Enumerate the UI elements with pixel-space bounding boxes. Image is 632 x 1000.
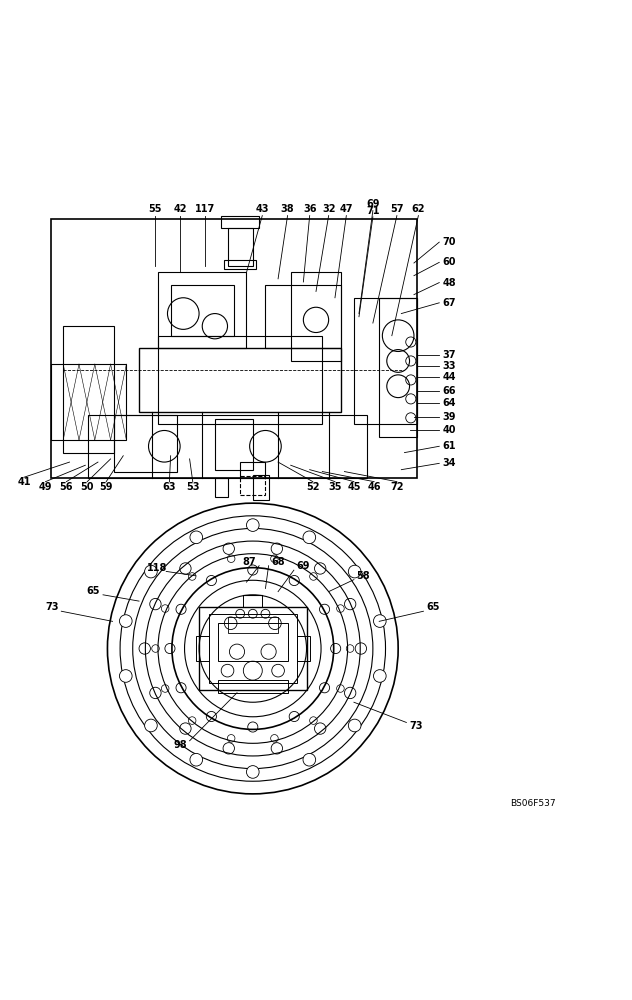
Circle shape [119,670,132,682]
Circle shape [145,719,157,732]
Text: 71: 71 [366,206,380,216]
Text: 48: 48 [442,278,456,288]
Bar [224,260,256,269]
Circle shape [374,615,386,627]
Circle shape [303,753,315,766]
Text: 57: 57 [390,204,404,214]
Bar [196,636,209,661]
Text: 33: 33 [442,361,456,371]
Bar [158,272,246,348]
Bar [171,285,234,336]
Bar [209,614,297,683]
Text: 38: 38 [281,204,295,214]
Text: 98: 98 [173,740,187,750]
Text: 62: 62 [411,204,425,214]
Bar [243,595,262,607]
Text: 42: 42 [173,204,187,214]
Text: 43: 43 [255,204,269,214]
Circle shape [303,531,315,544]
Text: BS06F537: BS06F537 [511,799,556,808]
Text: 60: 60 [442,257,456,267]
Text: 32: 32 [322,204,336,214]
Text: 46: 46 [367,482,381,492]
Text: 58: 58 [356,571,370,581]
Bar [88,415,367,478]
Text: 59: 59 [99,482,113,492]
Bar [218,680,288,693]
Text: 56: 56 [59,482,73,492]
Text: 117: 117 [195,204,216,214]
Text: 65: 65 [426,602,440,612]
Text: 69: 69 [366,199,380,209]
Bar [379,298,417,437]
Circle shape [246,519,259,531]
Text: 41: 41 [17,477,31,487]
Text: 37: 37 [442,350,456,360]
Bar [199,607,307,690]
Bar [240,476,265,495]
Text: 118: 118 [147,563,167,573]
Text: 34: 34 [442,458,456,468]
Text: 72: 72 [390,482,404,492]
Bar [114,415,177,472]
Text: 70: 70 [442,237,456,247]
Bar [63,326,114,453]
Bar [291,272,341,361]
Bar [240,462,265,478]
Bar [354,298,417,424]
Bar [253,475,269,500]
Text: 36: 36 [303,204,317,214]
Text: 55: 55 [148,204,162,214]
Text: 40: 40 [442,425,456,435]
Circle shape [190,531,203,544]
Bar [297,636,310,661]
Text: 49: 49 [39,482,52,492]
Bar [221,216,259,228]
Circle shape [190,753,203,766]
Text: 68: 68 [271,557,285,567]
Bar [215,478,228,497]
Text: 44: 44 [442,372,456,382]
Text: 39: 39 [442,412,456,422]
Text: 50: 50 [80,482,94,492]
Bar [218,623,288,661]
Bar [228,617,278,633]
Text: 87: 87 [243,557,257,567]
Bar [51,219,417,478]
Text: 73: 73 [409,721,423,731]
Text: 65: 65 [87,586,100,596]
Text: 69: 69 [296,561,310,571]
Bar [215,419,253,470]
Text: 45: 45 [347,482,361,492]
Circle shape [374,670,386,682]
Circle shape [246,766,259,778]
Bar [51,364,126,440]
Circle shape [145,565,157,578]
Text: 67: 67 [442,298,456,308]
Text: 52: 52 [306,482,320,492]
Text: 64: 64 [442,398,456,408]
Circle shape [348,719,361,732]
Bar [158,336,322,424]
Text: 53: 53 [186,482,200,492]
Bar [139,348,341,412]
Text: 66: 66 [442,386,456,396]
Text: 73: 73 [45,602,59,612]
Bar [265,285,341,348]
Circle shape [119,615,132,627]
Bar [228,228,253,266]
Circle shape [348,565,361,578]
Text: 35: 35 [328,482,342,492]
Text: 63: 63 [162,482,176,492]
Text: 47: 47 [339,204,353,214]
Text: 61: 61 [442,441,456,451]
